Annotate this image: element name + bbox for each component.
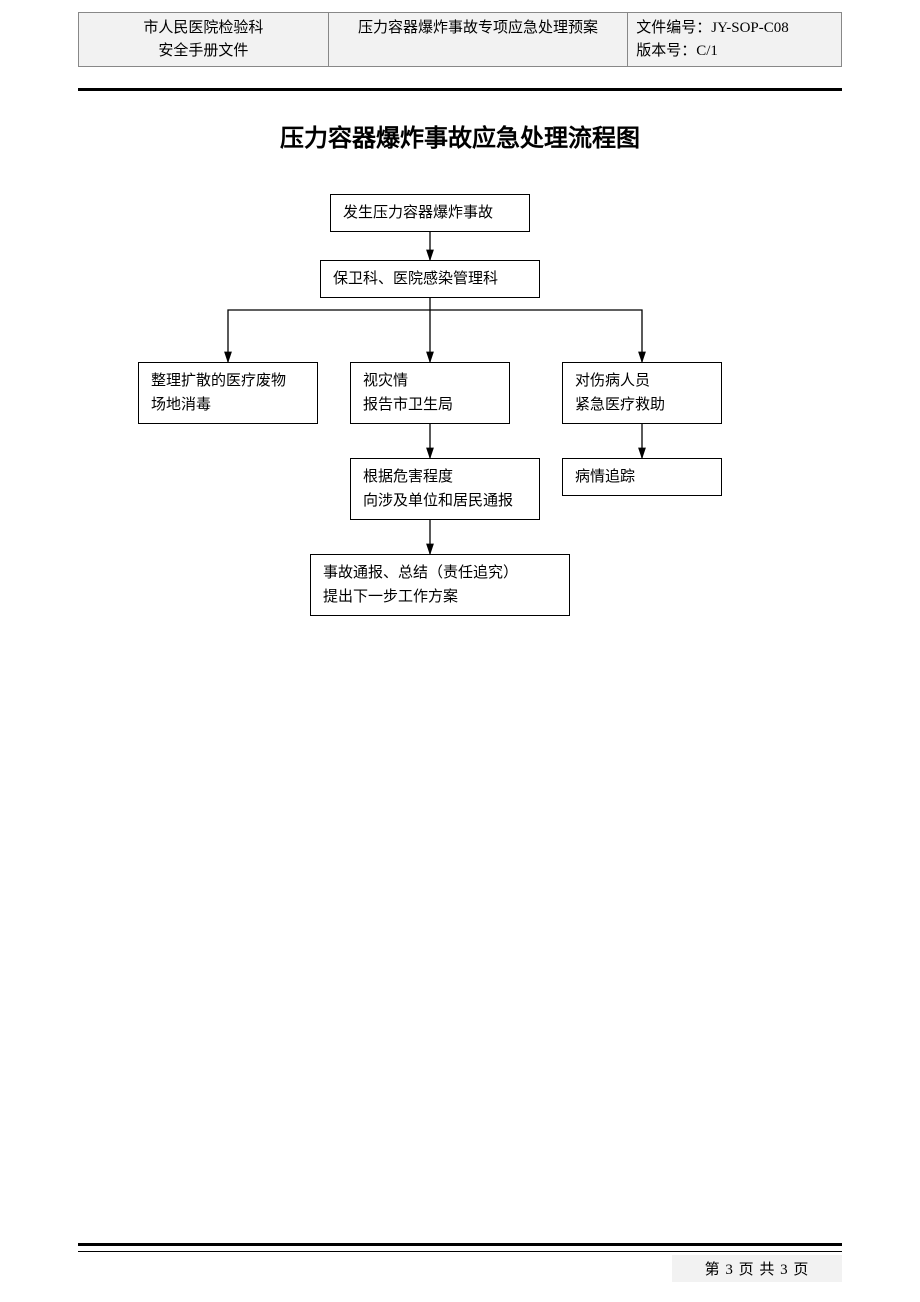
flow-node-n2: 保卫科、医院感染管理科 — [320, 260, 540, 298]
header-rule — [78, 88, 842, 91]
header-col3: 文件编号：JY-SOP-C08 版本号：C/1 — [628, 13, 842, 67]
flow-node-n8: 事故通报、总结（责任追究）提出下一步工作方案 — [310, 554, 570, 616]
flow-node-n5: 对伤病人员紧急医疗救助 — [562, 362, 722, 424]
doc-header-table: 市人民医院检验科 安全手册文件 压力容器爆炸事故专项应急处理预案 文件编号：JY… — [78, 12, 842, 67]
page-number: 第 3 页 共 3 页 — [672, 1255, 842, 1282]
flow-node-n3: 整理扩散的医疗废物场地消毒 — [138, 362, 318, 424]
flow-edge — [228, 310, 430, 362]
flow-node-n7: 病情追踪 — [562, 458, 722, 496]
header-col3-line2: 版本号：C/1 — [636, 43, 718, 59]
flowchart: 发生压力容器爆炸事故保卫科、医院感染管理科整理扩散的医疗废物场地消毒视灾情报告市… — [78, 190, 842, 690]
header-col3-line1: 文件编号：JY-SOP-C08 — [636, 20, 789, 36]
footer-rule-thick — [78, 1243, 842, 1246]
flow-node-n1: 发生压力容器爆炸事故 — [330, 194, 530, 232]
header-col1-line1: 市人民医院检验科 — [143, 20, 263, 36]
flow-edge — [430, 310, 642, 362]
flow-node-n4: 视灾情报告市卫生局 — [350, 362, 510, 424]
footer-rule-thin — [78, 1251, 842, 1252]
flow-node-n6: 根据危害程度向涉及单位和居民通报 — [350, 458, 540, 520]
header-col2-text: 压力容器爆炸事故专项应急处理预案 — [358, 20, 598, 36]
header-col2: 压力容器爆炸事故专项应急处理预案 — [328, 13, 628, 67]
header-col1-line2: 安全手册文件 — [158, 43, 248, 59]
header-col1: 市人民医院检验科 安全手册文件 — [79, 13, 329, 67]
page-title: 压力容器爆炸事故应急处理流程图 — [0, 118, 920, 153]
